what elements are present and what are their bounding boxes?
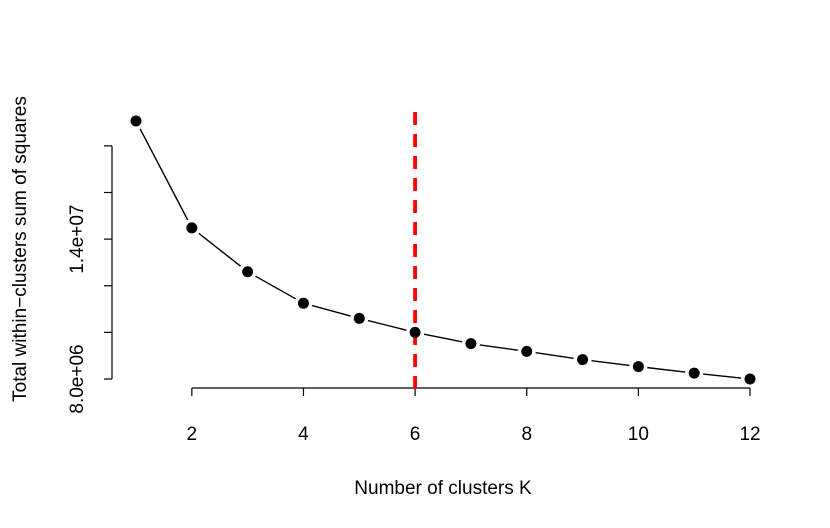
data-point-k-8 xyxy=(521,345,533,357)
data-point-k-5 xyxy=(353,312,365,324)
x-tick-label-12: 12 xyxy=(739,424,760,445)
line-segment-5 xyxy=(367,319,407,331)
line-segment-3 xyxy=(255,275,296,300)
data-point-k-12 xyxy=(744,373,756,385)
data-point-k-4 xyxy=(297,297,309,309)
data-point-k-11 xyxy=(688,367,700,379)
data-point-k-10 xyxy=(632,361,644,373)
y-tick-label-14000000: 1.4e+07 xyxy=(67,205,88,274)
line-segment-10 xyxy=(647,366,686,373)
data-point-k-7 xyxy=(465,338,477,350)
series-layer xyxy=(130,115,756,385)
line-segment-2 xyxy=(198,232,241,267)
line-segment-9 xyxy=(591,359,630,367)
y-tick-label-10400000: 8.0e+06 xyxy=(67,344,88,413)
line-segment-6 xyxy=(423,333,463,343)
line-segment-11 xyxy=(703,373,742,379)
y-axis: 8.0e+06 1.4e+07 xyxy=(67,145,113,414)
x-axis: 2 4 6 8 10 12 xyxy=(187,387,761,445)
y-axis-label: Total within−clusters sum of squares xyxy=(10,96,31,402)
data-point-k-1 xyxy=(130,115,142,127)
data-point-k-2 xyxy=(186,222,198,234)
x-tick-label-10: 10 xyxy=(628,424,649,445)
line-segment-4 xyxy=(311,304,351,317)
x-axis-label: Number of clusters K xyxy=(354,478,532,499)
x-tick-label-8: 8 xyxy=(521,424,532,445)
x-tick-label-2: 2 xyxy=(187,424,198,445)
line-segment-7 xyxy=(479,344,518,351)
data-point-k-3 xyxy=(242,266,254,278)
x-tick-label-6: 6 xyxy=(410,424,421,445)
line-segment-1 xyxy=(139,128,189,221)
data-point-k-9 xyxy=(577,354,589,366)
line-segment-8 xyxy=(535,352,574,359)
data-point-k-6 xyxy=(409,326,421,338)
x-tick-label-4: 4 xyxy=(298,424,309,445)
